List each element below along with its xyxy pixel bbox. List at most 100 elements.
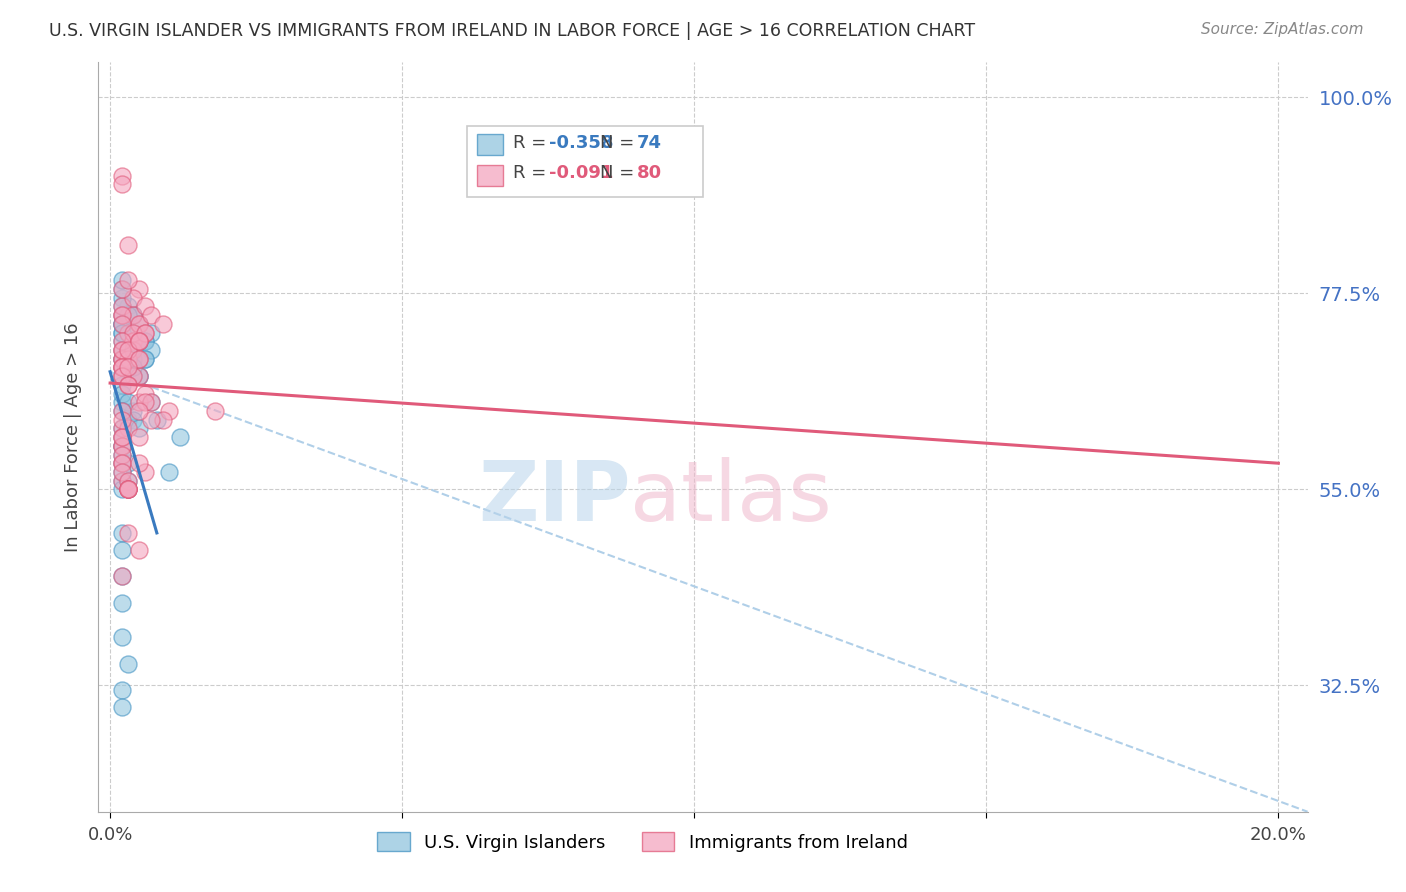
Point <box>139 343 162 357</box>
Point <box>111 430 134 444</box>
Text: R =: R = <box>513 164 553 182</box>
Point <box>111 178 134 192</box>
Point <box>111 343 134 357</box>
Point <box>128 369 150 384</box>
Point <box>128 317 150 331</box>
Point <box>152 412 174 426</box>
Point <box>146 412 169 426</box>
Point <box>111 377 134 392</box>
Point <box>117 483 139 497</box>
Point <box>128 334 150 349</box>
Point <box>111 474 134 488</box>
Text: 80: 80 <box>637 164 662 182</box>
Point <box>111 169 134 183</box>
Point <box>111 682 134 697</box>
Point <box>111 273 134 287</box>
Point <box>117 343 139 357</box>
Point <box>117 395 139 409</box>
Point <box>117 351 139 366</box>
Point <box>134 386 156 401</box>
Point <box>111 334 134 349</box>
Point <box>128 317 150 331</box>
Point <box>128 543 150 558</box>
Point <box>128 369 150 384</box>
Point <box>111 282 134 296</box>
Point <box>117 474 139 488</box>
Point <box>128 317 150 331</box>
Point <box>134 351 156 366</box>
Point <box>139 395 162 409</box>
Point <box>111 465 134 479</box>
Point <box>122 334 145 349</box>
Point <box>111 430 134 444</box>
Point <box>111 326 134 340</box>
Point <box>122 343 145 357</box>
Point <box>111 291 134 305</box>
Point <box>111 439 134 453</box>
Point <box>122 412 145 426</box>
Point <box>111 360 134 375</box>
Point <box>122 369 145 384</box>
Point <box>117 657 139 671</box>
Point <box>157 404 180 418</box>
Point <box>111 439 134 453</box>
Point <box>122 326 145 340</box>
Point <box>128 334 150 349</box>
Point <box>111 525 134 540</box>
Point <box>134 395 156 409</box>
Legend: U.S. Virgin Islanders, Immigrants from Ireland: U.S. Virgin Islanders, Immigrants from I… <box>370 825 915 859</box>
Point <box>122 291 145 305</box>
Point <box>111 386 134 401</box>
Point <box>111 343 134 357</box>
Point <box>139 308 162 322</box>
Point <box>111 404 134 418</box>
Point <box>117 483 139 497</box>
Point <box>111 369 134 384</box>
Point <box>128 334 150 349</box>
Point <box>117 360 139 375</box>
Point <box>111 308 134 322</box>
Point <box>134 334 156 349</box>
Point <box>117 326 139 340</box>
Point <box>111 430 134 444</box>
Point <box>111 360 134 375</box>
Point <box>117 483 139 497</box>
Point <box>111 326 134 340</box>
Point <box>128 334 150 349</box>
Point <box>122 404 145 418</box>
Point <box>122 343 145 357</box>
Point <box>111 569 134 583</box>
Point <box>111 421 134 435</box>
Point <box>111 404 134 418</box>
Point <box>122 308 145 322</box>
Point <box>128 456 150 470</box>
Text: ZIP: ZIP <box>478 457 630 538</box>
Point <box>111 343 134 357</box>
Point <box>117 483 139 497</box>
Point <box>111 439 134 453</box>
Point <box>134 326 156 340</box>
Point <box>111 395 134 409</box>
Point <box>111 369 134 384</box>
Point <box>111 360 134 375</box>
Point <box>122 360 145 375</box>
Point <box>117 474 139 488</box>
Point <box>117 525 139 540</box>
Point <box>128 395 150 409</box>
Point <box>111 483 134 497</box>
Point <box>134 334 156 349</box>
FancyBboxPatch shape <box>477 134 503 154</box>
Point <box>117 360 139 375</box>
Text: N =: N = <box>600 134 640 152</box>
Point <box>134 299 156 313</box>
Point <box>128 404 150 418</box>
Point <box>117 377 139 392</box>
Point <box>111 569 134 583</box>
Text: -0.358: -0.358 <box>550 134 614 152</box>
Point <box>117 421 139 435</box>
Point <box>128 334 150 349</box>
Point <box>128 282 150 296</box>
Text: Source: ZipAtlas.com: Source: ZipAtlas.com <box>1201 22 1364 37</box>
Point <box>204 404 226 418</box>
Point <box>128 334 150 349</box>
